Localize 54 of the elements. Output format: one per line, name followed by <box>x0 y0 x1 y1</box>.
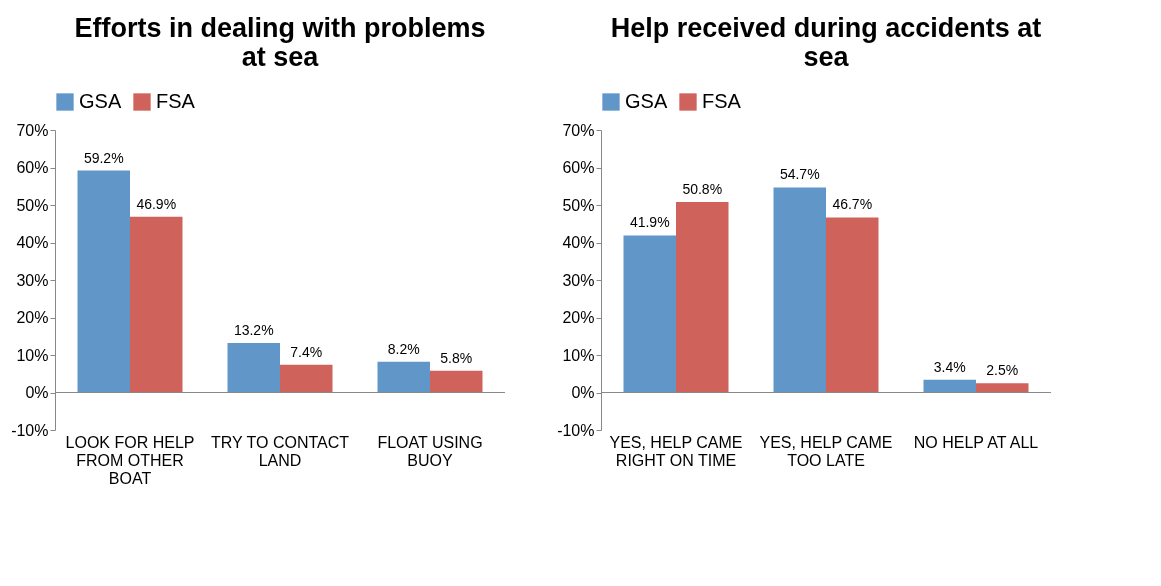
bar <box>430 370 483 393</box>
y-tick-label: 70% <box>16 121 49 139</box>
y-tick-label: 60% <box>562 159 595 176</box>
x-tick-label: TRY TO CONTACT LAND <box>210 433 350 469</box>
bar <box>623 235 676 393</box>
y-tick-label: 70% <box>562 121 595 139</box>
y-tick-label: 40% <box>562 234 595 251</box>
text: 5.8% <box>440 349 473 366</box>
y-tick-label: -10% <box>11 421 49 439</box>
bar <box>923 379 976 393</box>
y-tick-label: 30% <box>562 271 595 289</box>
bar <box>773 187 826 393</box>
bar <box>826 217 879 393</box>
text: 46.7% <box>832 196 873 213</box>
y-tick-label: 50% <box>16 196 49 214</box>
y-tick-label: 50% <box>562 196 595 214</box>
bar <box>377 361 430 393</box>
text: 46.9% <box>136 195 177 212</box>
chart-title: Efforts in dealing with problems at sea <box>74 13 486 72</box>
text: 3.4% <box>933 358 966 375</box>
bar <box>130 216 183 393</box>
bar <box>227 343 280 393</box>
y-tick-label: 20% <box>16 309 49 326</box>
x-tick-label: LOOK FOR HELP FROM OTHER BOAT <box>65 433 195 487</box>
text: 41.9% <box>629 214 670 231</box>
y-tick-label: -10% <box>557 421 595 439</box>
x-tick-label: YES, HELP CAME RIGHT ON TIME <box>609 433 743 469</box>
y-tick-label: 10% <box>16 346 49 364</box>
bar <box>280 364 333 393</box>
y-tick-label: 60% <box>16 159 49 176</box>
text: 13.2% <box>233 322 274 338</box>
text: 59.2% <box>83 149 124 166</box>
y-tick-label: 0% <box>571 384 595 401</box>
legend-label: GSA <box>625 90 668 112</box>
bar <box>77 170 130 393</box>
legend-label: GSA <box>79 90 122 112</box>
bar <box>976 383 1029 393</box>
x-tick-label: FLOAT USING BUOY <box>377 433 483 469</box>
text: 8.2% <box>387 340 420 357</box>
y-tick-label: 40% <box>16 234 49 251</box>
text: 7.4% <box>290 343 323 360</box>
text: 54.7% <box>779 166 820 183</box>
x-tick-label: NO HELP AT ALL <box>913 433 1039 451</box>
x-tick-label: YES, HELP CAME TOO LATE <box>759 433 893 469</box>
bar <box>676 202 729 393</box>
y-tick-label: 10% <box>562 346 595 364</box>
legend-label: FSA <box>156 90 196 112</box>
text: 2.5% <box>986 362 1019 379</box>
legend-label: FSA <box>702 90 742 112</box>
y-tick-label: 30% <box>16 271 49 289</box>
y-tick-label: 20% <box>562 309 595 326</box>
text: 50.8% <box>682 181 723 197</box>
y-tick-label: 0% <box>25 384 49 401</box>
chart-title: Help received during accidents at sea <box>610 13 1042 72</box>
